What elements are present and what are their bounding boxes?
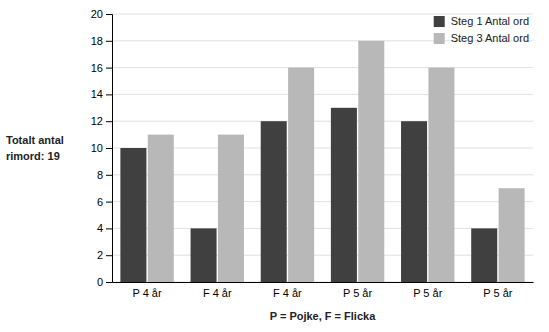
legend-item: Steg 1 Antal ord (434, 15, 529, 27)
bar (191, 228, 217, 282)
tick-label: 0 (97, 276, 103, 288)
tick-mark (106, 121, 112, 122)
axis-domain (106, 15, 113, 283)
tick-label: 8 (97, 169, 103, 181)
bar (120, 148, 146, 282)
tick: P 5 år (483, 287, 512, 299)
tick: P 5 år (413, 287, 442, 299)
grid (112, 14, 533, 282)
tick: 16 (91, 62, 112, 74)
bar (218, 135, 244, 282)
tick-label: P 5 år (343, 287, 372, 299)
tick: 10 (91, 142, 112, 154)
y-label: rimord: 19 (6, 150, 60, 162)
bar (499, 188, 525, 282)
tick: 4 (97, 222, 112, 234)
legend-swatch (434, 33, 445, 44)
tick: F 4 år (273, 287, 302, 299)
tick: 20 (91, 8, 112, 20)
tick-mark (106, 175, 112, 176)
bar (428, 68, 454, 282)
tick-label: 4 (97, 222, 103, 234)
bar (331, 108, 357, 282)
x-label: P = Pojke, F = Flicka (270, 310, 376, 322)
tick-label: F 4 år (273, 287, 302, 299)
grid-line (112, 255, 533, 256)
tick: 0 (97, 276, 112, 288)
tick: 2 (97, 249, 112, 261)
tick-label: F 4 år (203, 287, 232, 299)
y-label: Totalt antal (6, 134, 64, 146)
tick-label: P 5 år (413, 287, 442, 299)
legend-label: Steg 3 Antal ord (451, 32, 529, 44)
tick-label: 2 (97, 249, 103, 261)
tick-label: 20 (91, 8, 103, 20)
legend-item: Steg 3 Antal ord (434, 32, 529, 44)
x-axis: P 4 år F 4 år F 4 år P 5 år P 5 år P 5 år (113, 283, 534, 299)
tick: 14 (91, 88, 112, 100)
tick-mark (106, 148, 112, 149)
tick-label: 10 (91, 142, 103, 154)
tick-label: 12 (91, 115, 103, 127)
tick-mark (106, 202, 112, 203)
tick: 6 (97, 196, 112, 208)
grid-line (112, 174, 533, 175)
tick: F 4 år (203, 287, 232, 299)
tick-mark (106, 41, 112, 42)
tick-label: 6 (97, 196, 103, 208)
tick-mark (106, 68, 112, 69)
legend-label: Steg 1 Antal ord (451, 15, 529, 27)
tick: 12 (91, 115, 112, 127)
tick-mark (106, 255, 112, 256)
bar (261, 121, 287, 282)
y-axis: 0 2 4 6 8 10 12 14 16 18 20 (91, 8, 113, 288)
tick-label: P 5 år (483, 287, 512, 299)
tick: 8 (97, 169, 112, 181)
bars (120, 41, 524, 282)
tick-label: P 4 år (133, 287, 162, 299)
chart: 0 2 4 6 8 10 12 14 16 18 20 P 4 år F 4 år F 4 år P 5 å… (0, 0, 549, 332)
tick-mark (106, 14, 112, 15)
grid-line (112, 201, 533, 202)
tick-mark (106, 228, 112, 229)
tick: 18 (91, 35, 112, 47)
legend: Steg 1 Antal ord Steg 3 Antal ord (434, 15, 529, 44)
tick-label: 18 (91, 35, 103, 47)
grid-line (112, 282, 533, 283)
grid-line (112, 121, 533, 122)
tick: P 4 år (133, 287, 162, 299)
tick-label: 14 (91, 88, 103, 100)
tick: P 5 år (343, 287, 372, 299)
grid-line (112, 14, 533, 15)
bar (358, 41, 384, 282)
axis-domain (113, 282, 534, 283)
bar (471, 228, 497, 282)
legend-swatch (434, 16, 445, 27)
grid-line (112, 94, 533, 95)
bar (401, 121, 427, 282)
tick-mark (106, 94, 112, 95)
bar (288, 68, 314, 282)
bar (148, 135, 174, 282)
grid-line (112, 148, 533, 149)
grid-line (112, 67, 533, 68)
tick-mark (106, 282, 112, 283)
grid-line (112, 228, 533, 229)
tick-label: 16 (91, 62, 103, 74)
bar-series (148, 41, 525, 282)
